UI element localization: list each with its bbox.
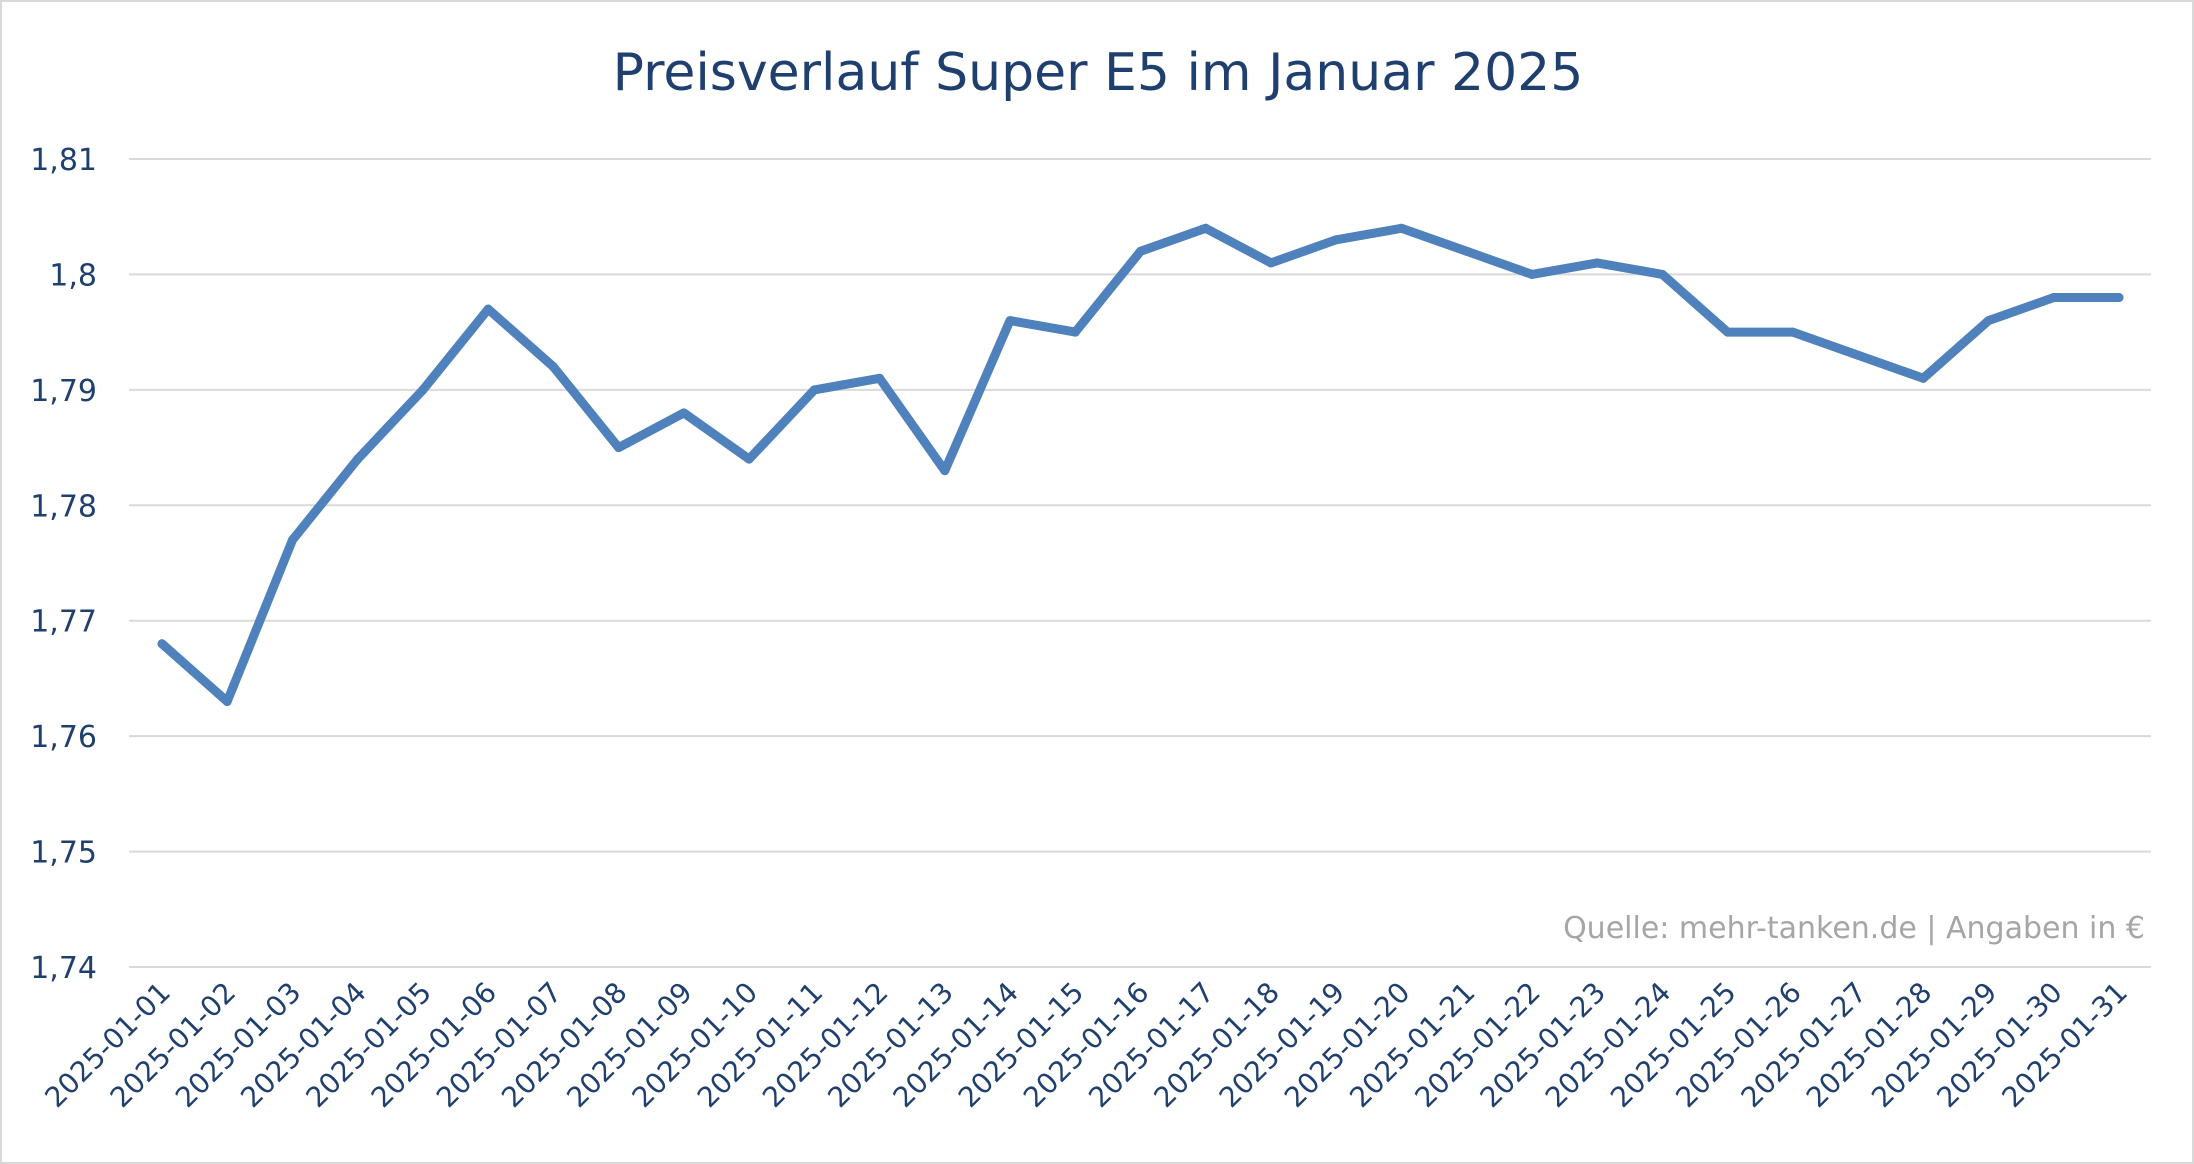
data-point: [1918, 373, 1928, 383]
data-point: [679, 408, 689, 418]
data-point: [1657, 269, 1667, 279]
series-layer: [157, 223, 2124, 707]
data-point: [875, 373, 885, 383]
data-point: [2049, 293, 2059, 303]
x-axis-ticks: 2025-01-012025-01-022025-01-032025-01-04…: [39, 976, 2134, 1114]
data-point: [222, 697, 232, 707]
source-note: Quelle: mehr-tanken.de | Angaben in €: [1563, 911, 2145, 946]
data-point: [287, 535, 297, 545]
data-point: [614, 443, 624, 453]
data-point: [1462, 246, 1472, 256]
y-tick-label: 1,81: [30, 143, 97, 178]
data-point: [1723, 327, 1733, 337]
data-point: [744, 454, 754, 464]
data-point: [1984, 316, 1994, 326]
data-point: [2114, 293, 2124, 303]
y-tick-label: 1,77: [30, 605, 97, 640]
data-point: [1136, 246, 1145, 256]
data-point: [809, 385, 819, 395]
data-point: [1527, 269, 1537, 279]
data-point: [1005, 316, 1015, 326]
chart-title: Preisverlauf Super E5 im Januar 2025: [613, 43, 1584, 103]
data-point: [1201, 223, 1211, 233]
y-tick-label: 1,8: [49, 258, 97, 293]
series-line: [157, 223, 2124, 706]
grid-layer: [129, 158, 2151, 968]
data-point: [1331, 235, 1341, 245]
data-point: [1070, 327, 1080, 337]
y-tick-label: 1,74: [30, 951, 97, 986]
y-tick-label: 1,76: [30, 720, 97, 755]
data-point: [418, 385, 428, 395]
data-point: [353, 454, 363, 464]
data-point: [940, 466, 950, 476]
data-point: [1788, 327, 1798, 337]
data-point: [548, 362, 558, 372]
data-point: [1396, 223, 1406, 233]
data-point: [1853, 350, 1863, 360]
y-axis-ticks: 1,74 1,75 1,76 1,77 1,78 1,79 1,8 1,81: [30, 143, 97, 986]
y-tick-label: 1,75: [30, 836, 97, 871]
y-tick-label: 1,79: [30, 374, 97, 409]
data-point: [1266, 258, 1276, 268]
data-point: [483, 304, 493, 314]
data-point: [157, 639, 167, 649]
data-point: [1592, 258, 1602, 268]
y-tick-label: 1,78: [30, 489, 97, 524]
